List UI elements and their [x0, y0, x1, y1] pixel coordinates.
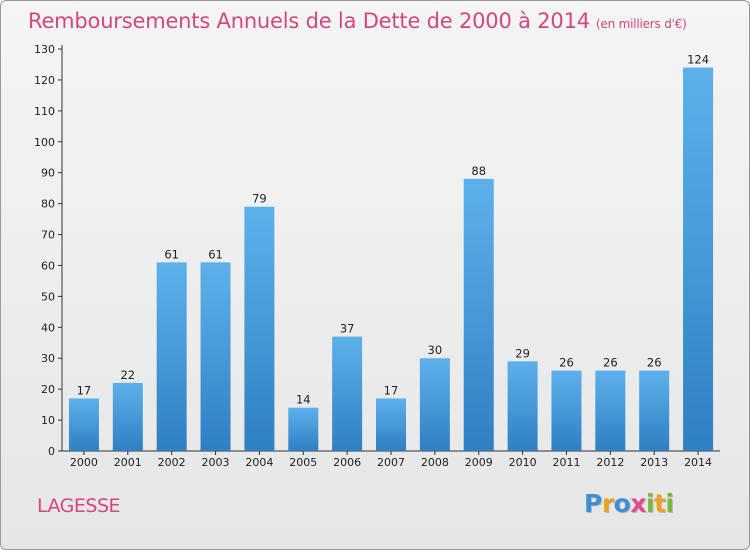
logo-letter: t [654, 489, 666, 518]
y-tick-label: 120 [34, 74, 55, 87]
bar [288, 407, 319, 451]
bar [551, 370, 582, 451]
bar-value-label: 61 [164, 247, 179, 261]
bar-value-label: 17 [384, 383, 399, 397]
chart-title: Remboursements Annuels de la Dette de 20… [28, 9, 687, 33]
logo-letter: P [584, 489, 602, 518]
logo-letter: x [630, 489, 646, 518]
y-tick-label: 0 [48, 445, 55, 458]
bar [156, 262, 187, 451]
y-tick-label: 20 [41, 383, 55, 396]
y-tick-label: 70 [41, 229, 55, 242]
y-tick-label: 10 [41, 414, 55, 427]
y-tick-label: 50 [41, 290, 55, 303]
bar [332, 336, 363, 451]
bar-value-label: 124 [687, 53, 709, 67]
x-tick-label: 2012 [596, 456, 624, 469]
y-tick-label: 30 [41, 352, 55, 365]
x-tick-label: 2008 [421, 456, 449, 469]
y-tick-label: 100 [34, 136, 55, 149]
bar-value-label: 22 [120, 368, 135, 382]
bar-value-label: 88 [471, 164, 486, 178]
x-tick-label: 2002 [158, 456, 186, 469]
bar [639, 370, 670, 451]
x-tick-label: 2007 [377, 456, 405, 469]
bar [463, 178, 494, 451]
logo-letter: o [613, 489, 631, 518]
x-tick-label: 2005 [289, 456, 317, 469]
bar-value-label: 61 [208, 247, 223, 261]
x-tick-label: 2009 [465, 456, 493, 469]
y-tick-label: 110 [34, 105, 55, 118]
bar-value-label: 79 [252, 192, 267, 206]
bar-value-label: 29 [515, 346, 530, 360]
bar-value-label: 14 [296, 393, 311, 407]
logo-letter: i [646, 489, 655, 518]
x-tick-label: 2010 [509, 456, 537, 469]
bar-value-label: 37 [340, 322, 355, 336]
bar-value-label: 17 [77, 383, 92, 397]
x-tick-label: 2001 [114, 456, 142, 469]
y-tick-label: 60 [41, 259, 55, 272]
x-tick-label: 2011 [552, 456, 580, 469]
x-tick-label: 2000 [70, 456, 98, 469]
bar-value-label: 26 [647, 356, 662, 370]
commune-name: LAGESSE [37, 495, 121, 517]
bar [683, 67, 714, 452]
bar [595, 370, 626, 451]
y-tick-label: 40 [41, 321, 55, 334]
bar [376, 398, 406, 451]
x-tick-label: 2013 [640, 456, 668, 469]
proxiti-logo: Proxiti [584, 489, 674, 518]
bar-value-label: 26 [603, 356, 618, 370]
x-tick-label: 2006 [333, 456, 361, 469]
bar-value-label: 30 [428, 343, 443, 357]
bar [419, 358, 450, 451]
x-tick-label: 2014 [684, 456, 712, 469]
bar [68, 398, 99, 451]
title-text: Remboursements Annuels de la Dette de 20… [28, 9, 590, 33]
y-tick-label: 90 [41, 167, 55, 180]
bar-value-label: 26 [559, 356, 574, 370]
y-tick-label: 130 [34, 43, 55, 56]
y-tick-label: 80 [41, 198, 55, 211]
bar [200, 262, 231, 451]
bar [507, 361, 538, 451]
x-tick-label: 2004 [245, 456, 273, 469]
logo-letter: r [601, 489, 614, 518]
title-unit: (en milliers d'€) [595, 17, 687, 31]
x-tick-label: 2003 [202, 456, 230, 469]
bar [112, 382, 143, 451]
logo-letter: i [665, 489, 675, 518]
bar [244, 206, 275, 451]
